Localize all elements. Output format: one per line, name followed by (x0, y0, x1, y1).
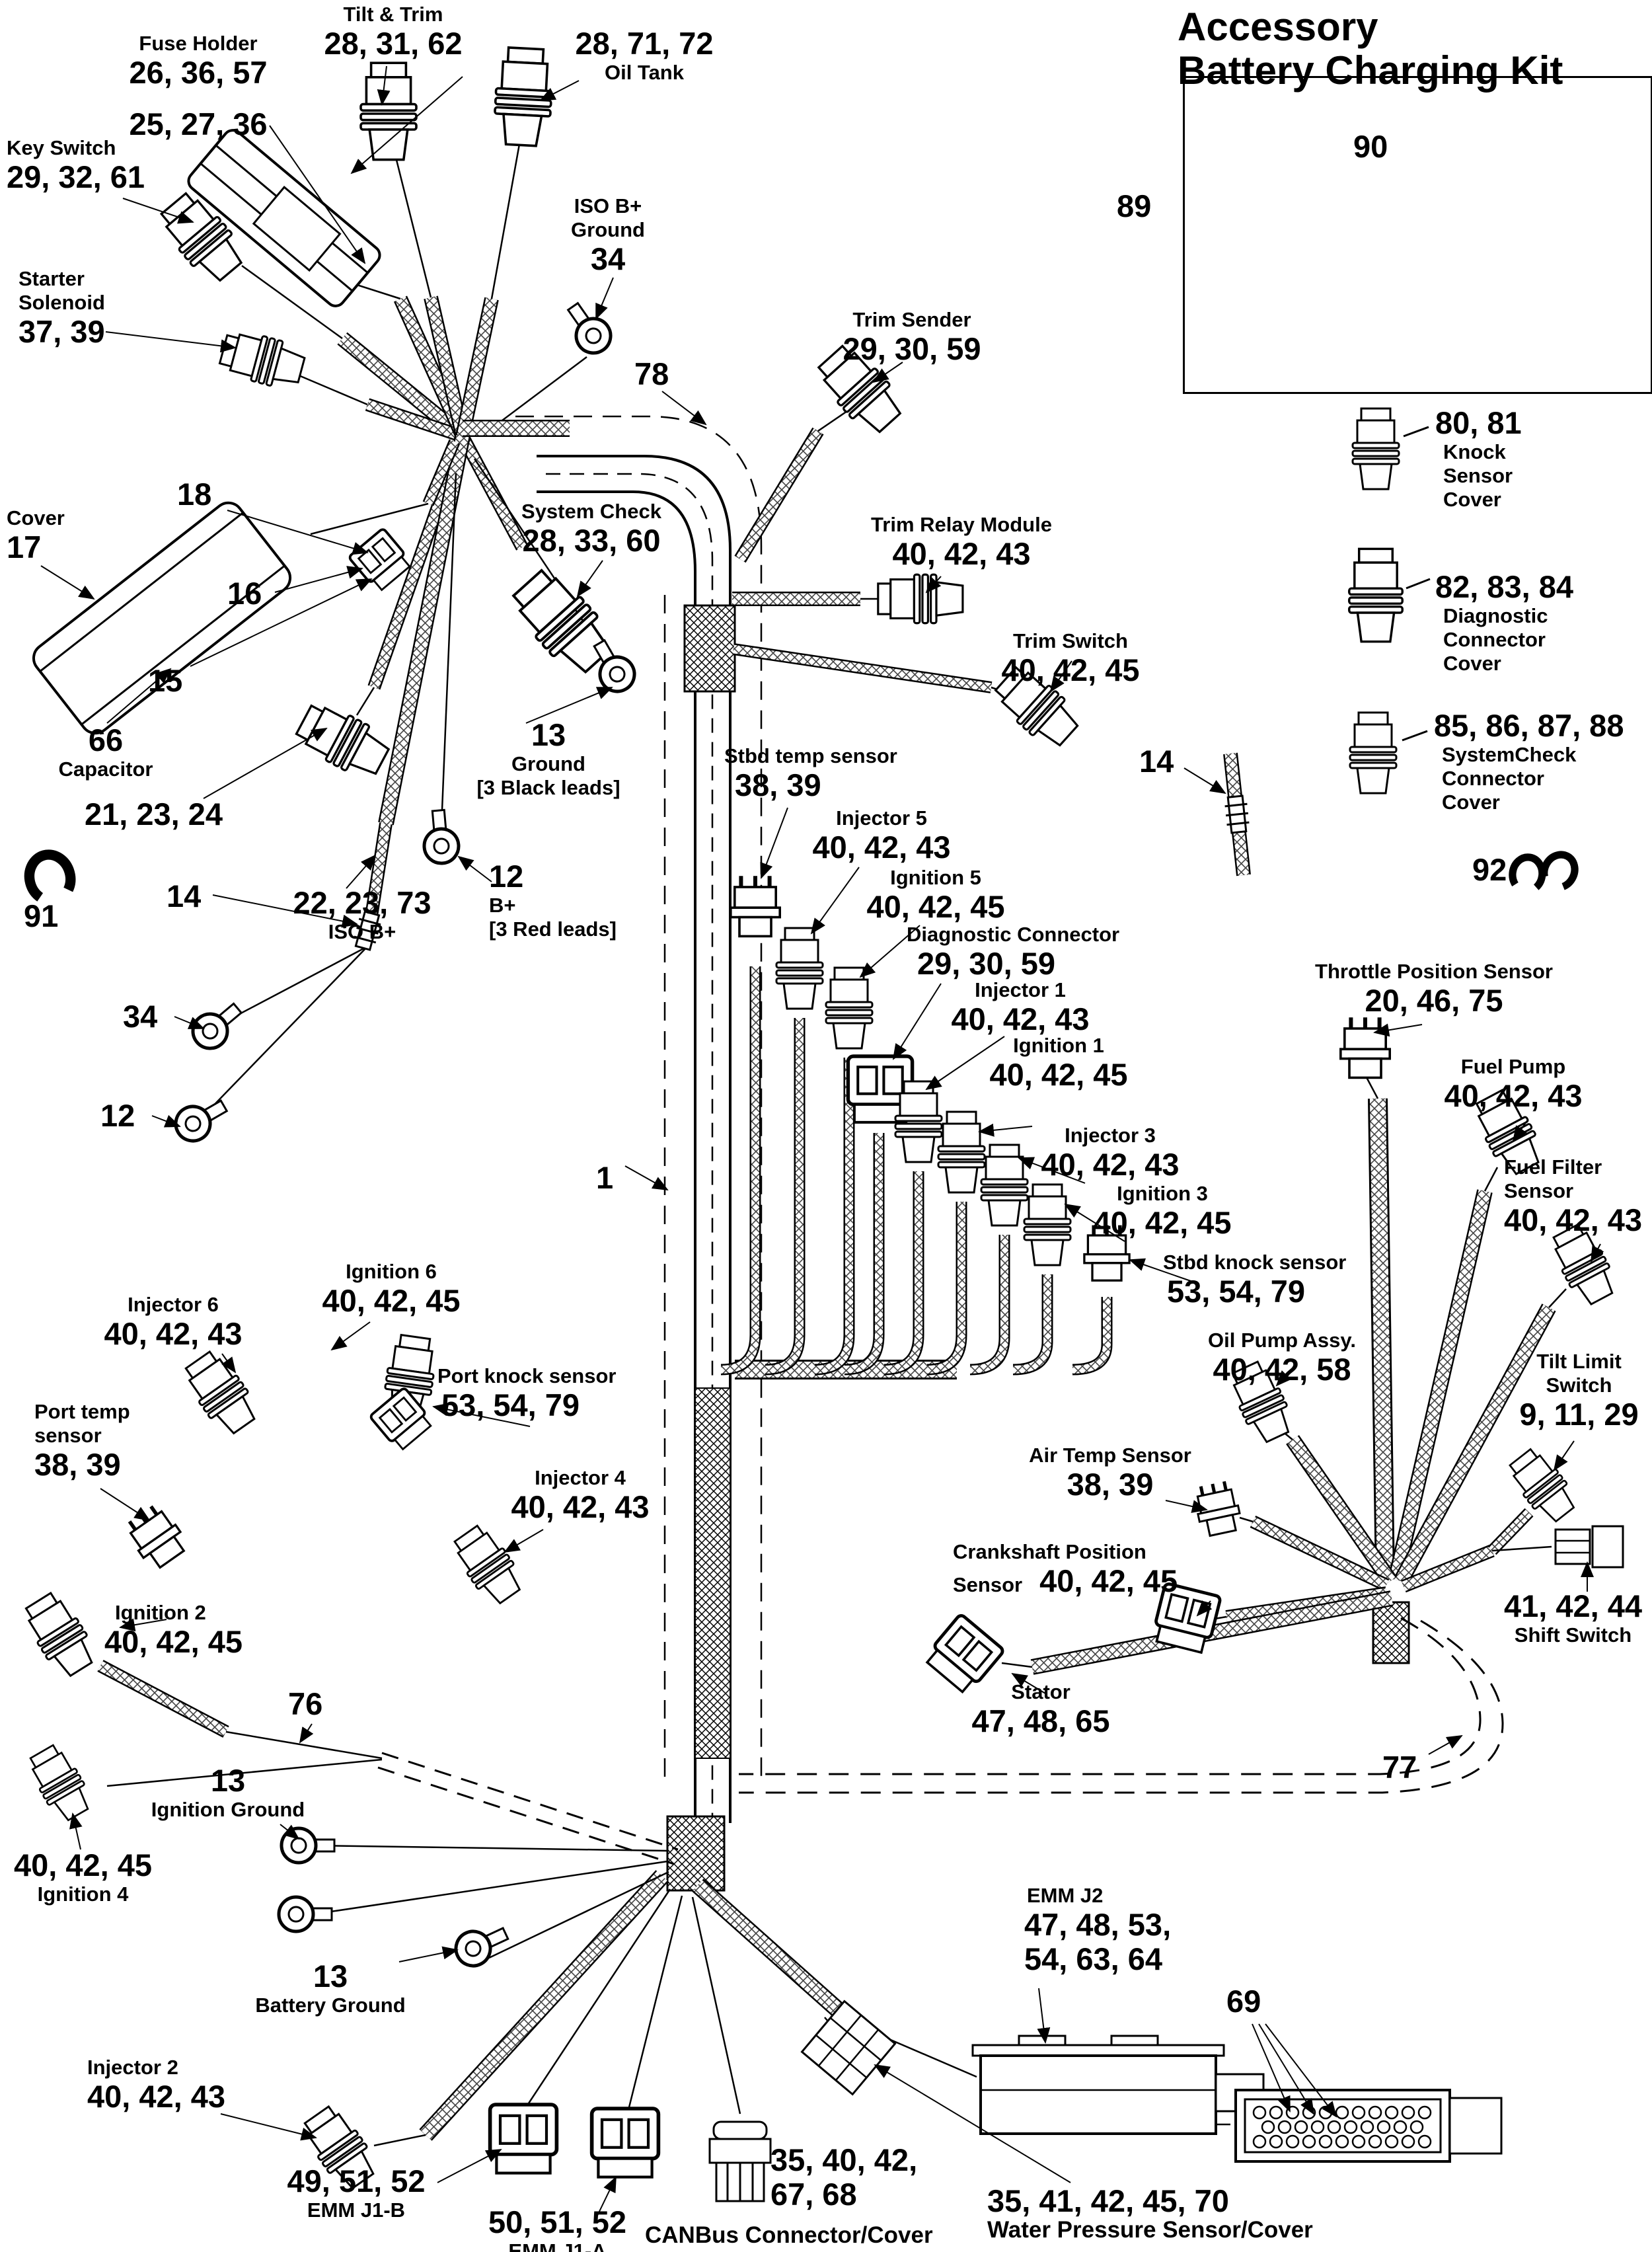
label-12-left: 12 (100, 1098, 135, 1133)
label-injector-4: Injector 4 40, 42, 43 (511, 1466, 650, 1524)
label-water-pressure: 35, 41, 42, 45, 70 Water Pressure Sensor… (987, 2183, 1313, 2243)
label-emm-j1b: 49, 51, 52 EMM J1-B (287, 2163, 426, 2222)
label-stator: Stator 47, 48, 65 (971, 1680, 1110, 1738)
label-13-battery-ground: 13 Battery Ground (255, 1959, 406, 2017)
label-ignition-4: 40, 42, 45 Ignition 4 (13, 1847, 153, 1906)
label-emm-j1a: 50, 51, 52 EMM J1-A (488, 2204, 627, 2252)
label-18: 18 (177, 477, 212, 512)
label-trim-switch: Trim Switch 40, 42, 45 (1001, 629, 1140, 687)
label-tilt-trim: Tilt & Trim 28, 31, 62 (324, 3, 463, 61)
label-stbd-knock-sensor: Stbd knock sensor 53, 54, 79 (1163, 1251, 1347, 1309)
label-22-23-73-iso-b: 22, 23, 73 ISO B+ (293, 885, 432, 944)
label-1: 1 (596, 1160, 614, 1195)
label-tilt-limit-switch: Tilt Limit Switch 9, 11, 29 (1519, 1350, 1639, 1432)
label-78: 78 (634, 356, 669, 391)
label-port-knock-sensor: Port knock sensor 53, 54, 79 (437, 1364, 617, 1422)
label-91: 91 (24, 898, 59, 933)
label-trim-relay-module: Trim Relay Module 40, 42, 43 (871, 513, 1052, 571)
label-14-left: 14 (167, 878, 202, 913)
label-knock-sensor-cover: 80, 81 Knock Sensor Cover (1435, 405, 1522, 512)
label-trim-sender: Trim Sender 29, 30, 59 (843, 308, 981, 366)
label-34-left: 34 (123, 999, 158, 1034)
label-injector-3: Injector 3 40, 42, 43 (1041, 1124, 1180, 1182)
label-air-temp-sensor: Air Temp Sensor 38, 39 (1029, 1444, 1191, 1502)
label-14-right: 14 (1139, 744, 1174, 779)
label-injector-1: Injector 1 40, 42, 43 (951, 978, 1090, 1036)
label-oil-pump-assy: Oil Pump Assy. 40, 42, 58 (1208, 1329, 1356, 1387)
label-ignition-1: Ignition 1 40, 42, 45 (989, 1034, 1128, 1092)
label-stbd-temp-sensor: Stbd temp sensor 38, 39 (724, 744, 897, 802)
label-15: 15 (148, 663, 183, 698)
label-77: 77 (1382, 1750, 1417, 1785)
label-key-switch: Key Switch 29, 32, 61 (7, 136, 145, 194)
label-port-temp-sensor: Port temp sensor 38, 39 (34, 1400, 130, 1482)
label-ignition-2: Ignition 2 40, 42, 45 (104, 1601, 243, 1659)
label-12-b-plus: 12 B+ [3 Red leads] (489, 859, 617, 941)
label-iso-b-ground: ISO B+ Ground 34 (571, 194, 645, 276)
accessory-kit-box (1183, 76, 1652, 394)
label-canbus-nums: 35, 40, 42, 67, 68 (770, 2142, 918, 2212)
label-13-ignition-ground: 13 Ignition Ground (151, 1763, 305, 1822)
label-emm-j2: EMM J2 47, 48, 53, 54, 63, 64 (1024, 1884, 1172, 1976)
label-16: 16 (227, 576, 262, 611)
label-90: 90 (1353, 129, 1388, 164)
label-ignition-3: Ignition 3 40, 42, 45 (1093, 1182, 1232, 1240)
label-fuse-holder: Fuse Holder 26, 36, 57 25, 27, 36 (129, 32, 268, 141)
label-injector-6: Injector 6 40, 42, 43 (104, 1293, 243, 1351)
label-cover-17: Cover 17 (7, 506, 65, 564)
label-throttle-position-sensor: Throttle Position Sensor 20, 46, 75 (1315, 960, 1553, 1018)
label-13-ground: 13 Ground [3 Black leads] (476, 717, 620, 800)
accessory-kit-title: Accessory Battery Charging Kit (1178, 5, 1563, 93)
label-injector-2: Injector 2 40, 42, 43 (87, 2056, 226, 2114)
label-shift-switch: 41, 42, 44 Shift Switch (1503, 1588, 1643, 1647)
label-systemcheck-connector-cover: 85, 86, 87, 88 SystemCheck Connector Cov… (1434, 708, 1624, 814)
label-76: 76 (288, 1686, 323, 1721)
label-ignition-5: Ignition 5 40, 42, 45 (866, 866, 1005, 924)
label-fuel-filter-sensor: Fuel Filter Sensor 40, 42, 43 (1504, 1155, 1643, 1237)
label-starter-solenoid: Starter Solenoid 37, 39 (19, 267, 105, 349)
label-89: 89 (1117, 188, 1152, 223)
label-diagnostic-connector-cover: 82, 83, 84 Diagnostic Connector Cover (1435, 569, 1574, 676)
label-fuel-pump: Fuel Pump 40, 42, 43 (1444, 1055, 1583, 1113)
label-injector-5: Injector 5 40, 42, 43 (812, 806, 951, 865)
label-69: 69 (1226, 1984, 1261, 2019)
label-diagnostic-connector: Diagnostic Connector 29, 30, 59 (907, 923, 1120, 981)
label-canbus-name: CANBus Connector/Cover (645, 2222, 933, 2248)
label-ignition-6: Ignition 6 40, 42, 45 (322, 1260, 461, 1318)
label-66-capacitor: 66 Capacitor (58, 722, 153, 781)
label-92: 92 (1472, 852, 1507, 887)
label-21-23-24: 21, 23, 24 (85, 796, 223, 832)
label-crankshaft-position-sensor: Crankshaft Position Sensor 40, 42, 45 (953, 1540, 1178, 1598)
label-oil-tank: 28, 71, 72 Oil Tank (575, 26, 714, 85)
label-system-check: System Check 28, 33, 60 (521, 500, 661, 558)
